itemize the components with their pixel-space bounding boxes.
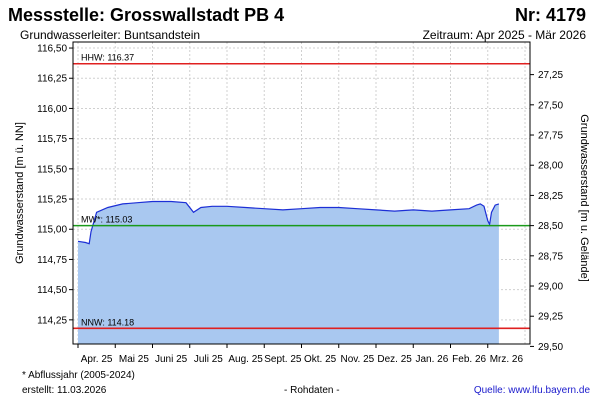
y-tick-label: 115,75: [37, 134, 67, 145]
station-title: Messstelle: Grosswallstadt PB 4: [8, 5, 285, 25]
plot-area: [77, 200, 500, 344]
ref-label-0: HHW: 116.37: [81, 53, 134, 63]
y2-tick-label: 28,00: [538, 161, 563, 172]
x-tick-label: Aug. 25: [228, 354, 263, 365]
y-tick-label: 114,75: [37, 255, 67, 266]
y2-tick-label: 28,25: [538, 191, 563, 202]
created-date: erstellt: 11.03.2026: [22, 385, 107, 396]
x-tick-label: Mrz. 26: [490, 354, 524, 365]
x-tick-label: Dez. 25: [377, 354, 412, 365]
y2-tick-label: 28,50: [538, 221, 563, 232]
y2-tick-label: 29,00: [538, 282, 563, 293]
y-tick-label: 115,50: [37, 164, 67, 175]
y-tick-label: 116,00: [37, 104, 67, 115]
y2-tick-label: 29,25: [538, 312, 563, 323]
y-tick-label: 115,25: [37, 195, 67, 206]
y-axis-label-right: Grundwasserstand [m u. Gelände]: [578, 114, 590, 282]
y-axis-label-left: Grundwasserstand [m ü. NN]: [14, 122, 26, 264]
x-tick-label: Juni 25: [155, 354, 188, 365]
x-tick-label: Jan. 26: [415, 354, 448, 365]
x-tick-label: Nov. 25: [341, 354, 375, 365]
x-tick-label: Sept. 25: [264, 354, 302, 365]
x-tick-label: Apr. 25: [81, 354, 113, 365]
x-tick-label: Feb. 26: [452, 354, 486, 365]
x-tick-label: Juli 25: [194, 354, 223, 365]
aquifer-label: Grundwasserleiter: Buntsandstein: [20, 28, 201, 42]
ref-label-2: NNW: 114.18: [81, 317, 134, 327]
y-tick-label: 114,50: [37, 285, 67, 296]
reference-lines: HHW: 116.37 MW*: 115.03 NNW: 114.18: [73, 53, 530, 330]
y2-tick-label: 28,75: [538, 251, 563, 262]
y-ticks-left: 116,50 116,25 116,00 115,75 115,50 115,25 115,…: [37, 44, 73, 326]
y-tick-label: 114,25: [37, 315, 67, 326]
raw-data-note: - Rohdaten -: [284, 385, 340, 396]
series-area: [78, 201, 499, 344]
y-tick-label: 116,25: [37, 74, 67, 85]
x-tick-label: Mai 25: [119, 354, 149, 365]
x-tick-label: Okt. 25: [304, 354, 337, 365]
series-line: [77, 200, 500, 245]
y-tick-label: 115,00: [37, 225, 67, 236]
period-label: Zeitraum: Apr 2025 - Mär 2026: [422, 28, 586, 42]
y2-tick-label: 27,25: [538, 70, 563, 81]
y2-tick-label: 27,75: [538, 131, 563, 142]
y-ticks-right: 27,25 27,50 27,75 28,00 28,25 28,50 28,75 29,00…: [530, 70, 563, 353]
footnote: * Abflussjahr (2005-2024): [22, 370, 135, 381]
source-link[interactable]: Quelle: www.lfu.bayern.de: [473, 385, 590, 396]
y2-tick-label: 27,50: [538, 100, 563, 111]
station-number: Nr: 4179: [514, 5, 586, 25]
x-ticks: Apr. 25 Mai 25 Juni 25 Juli 25 Aug. 25 Sept. …: [77, 344, 524, 365]
y-tick-label: 116,50: [37, 44, 67, 55]
ref-label-1: MW*: 115.03: [81, 215, 132, 225]
y2-tick-label: 29,50: [538, 342, 563, 353]
